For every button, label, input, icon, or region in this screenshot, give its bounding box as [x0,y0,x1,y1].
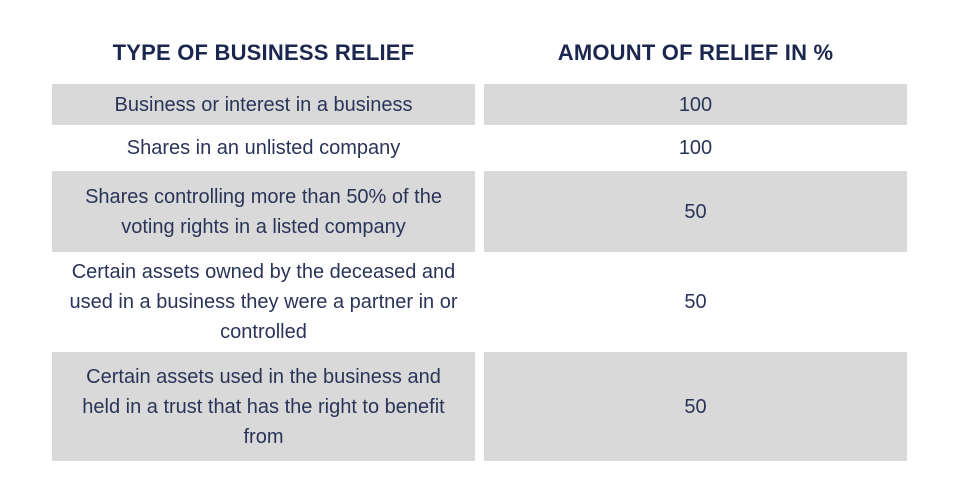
relief-type-cell: Certain assets owned by the deceased and… [69,261,458,343]
table-header: TYPE OF BUSINESS RELIEF AMOUNT OF RELIEF… [52,30,907,75]
table-body: Business or interest in a business 100 S… [52,84,907,461]
table-row: Certain assets owned by the deceased and… [52,252,907,352]
table-row: Certain assets used in the business and … [52,352,907,461]
relief-type-cell: Shares controlling more than 50% of the … [52,171,475,252]
table-row: Business or interest in a business 100 [52,84,907,125]
relief-amount-cell: 50 [484,171,907,252]
relief-amount-cell: 50 [684,291,707,313]
table-row: Shares controlling more than 50% of the … [52,171,907,252]
header-amount-of-relief: AMOUNT OF RELIEF IN % [557,39,834,65]
relief-amount-cell: 100 [484,84,907,125]
table-row: Shares in an unlisted company 100 [52,125,907,171]
relief-type-cell: Certain assets used in the business and … [52,352,475,461]
relief-amount-cell: 100 [678,137,713,159]
relief-amount-cell: 50 [484,352,907,461]
header-type-of-business-relief: TYPE OF BUSINESS RELIEF [112,39,415,65]
relief-type-cell: Shares in an unlisted company [126,137,401,159]
relief-type-cell: Business or interest in a business [52,84,475,125]
